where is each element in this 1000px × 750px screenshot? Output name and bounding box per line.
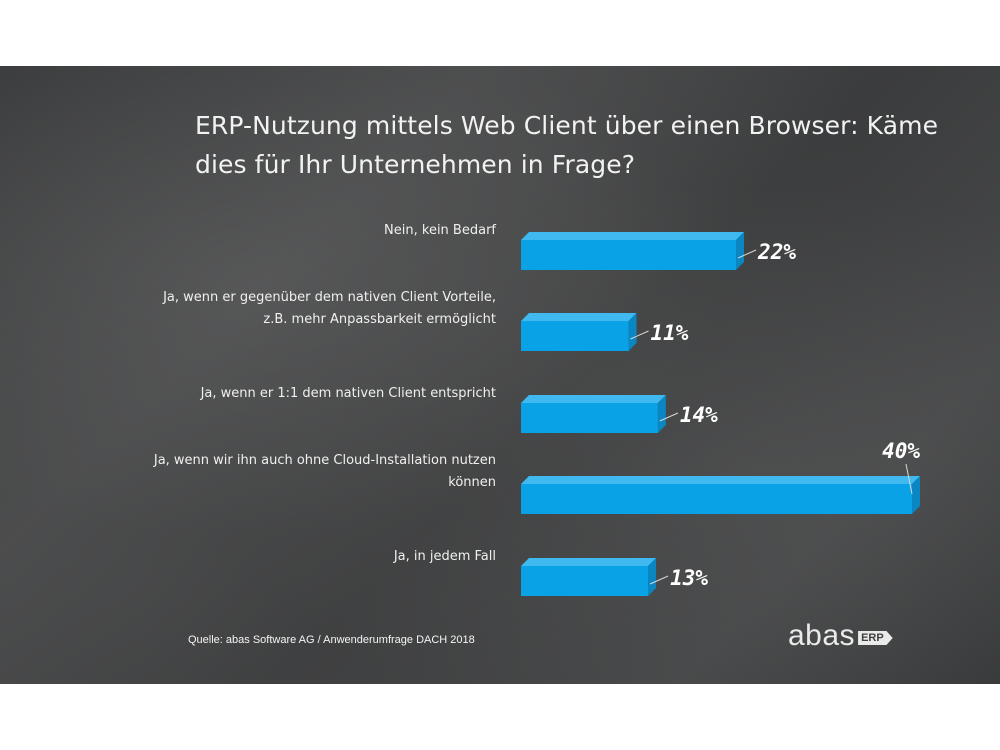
bar-side-4 (648, 558, 657, 596)
value-leader-1 (630, 330, 649, 340)
bar-1 (521, 321, 629, 351)
value-leader-3 (905, 463, 913, 495)
value-label-1: 11% (651, 321, 689, 345)
bar-0 (521, 240, 737, 270)
bar-top-3 (521, 476, 920, 484)
abas-erp-logo: abas ERP (788, 618, 893, 654)
value-label-2: 14% (680, 403, 718, 427)
category-label-0: Nein, kein Bedarf (384, 223, 496, 238)
value-leader-4 (649, 575, 669, 585)
bar-top-0 (521, 232, 745, 240)
bar-side-3 (912, 476, 920, 514)
bar-chart: Nein, kein Bedarf 22% Ja, wenn er gegenübe… (153, 223, 920, 596)
category-label-line: Ja, in jedem Fall (393, 549, 496, 564)
value-leader-0 (737, 249, 757, 259)
bar-side-2 (657, 395, 666, 433)
category-label-2: Ja, wenn er 1:1 dem nativen Client entsp… (200, 386, 496, 401)
bar-side-1 (628, 313, 637, 351)
value-label-0: 22% (757, 240, 796, 264)
value-label-3: 40% (882, 439, 920, 463)
category-label-4: Ja, in jedem Fall (393, 549, 496, 564)
value-leader-2 (659, 412, 679, 422)
category-label-line: Ja, wenn er gegenüber dem nativen Client… (162, 290, 496, 305)
category-label-line: können (448, 475, 496, 490)
bar-top-4 (521, 558, 657, 566)
value-label-4: 13% (670, 566, 708, 590)
chart-slide: ERP-Nutzung mittels Web Client über eine… (0, 66, 1000, 684)
brand-wordmark: abas (788, 619, 856, 652)
category-label-1: Ja, wenn er gegenüber dem nativen Client… (162, 290, 496, 327)
category-label-line: z.B. mehr Anpassbarkeit ermöglicht (263, 312, 496, 327)
bar-2 (521, 403, 658, 433)
bar-4 (521, 566, 649, 596)
category-label-line: Ja, wenn er 1:1 dem nativen Client entsp… (200, 386, 496, 401)
bar-side-0 (736, 232, 745, 270)
brand-tag: ERP (858, 631, 893, 645)
category-label-line: Nein, kein Bedarf (384, 223, 496, 238)
bar-3 (521, 484, 912, 514)
source-note: Quelle: abas Software AG / Anwenderumfra… (188, 634, 475, 646)
bar-top-1 (521, 313, 637, 321)
chart-title: ERP-Nutzung mittels Web Client über eine… (195, 111, 939, 179)
category-label-3: Ja, wenn wir ihn auch ohne Cloud-Install… (153, 453, 496, 490)
category-label-line: Ja, wenn wir ihn auch ohne Cloud-Install… (153, 453, 496, 468)
bar-top-2 (521, 395, 666, 403)
